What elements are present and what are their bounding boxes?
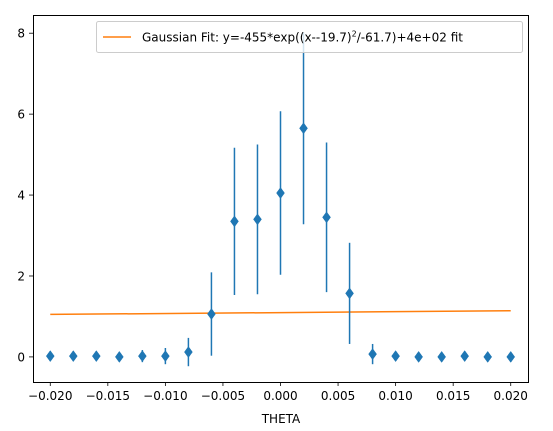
legend-box <box>96 21 523 53</box>
data-point <box>115 350 124 363</box>
data-point <box>322 211 331 224</box>
x-tick-label: −0.020 <box>28 389 72 403</box>
data-point <box>92 350 101 363</box>
data-point <box>437 350 446 363</box>
data-point <box>506 350 516 363</box>
x-axis-label: THETA <box>261 412 301 426</box>
data-point <box>299 122 308 135</box>
fit-line <box>50 310 511 316</box>
legend-fit-label-sup: 2 <box>352 30 357 39</box>
data-point <box>391 350 400 363</box>
x-tick-label: 0.010 <box>378 389 412 403</box>
data-point <box>45 350 55 363</box>
y-tick-label: 4 <box>17 189 25 203</box>
data-point <box>138 350 147 363</box>
x-tick-label: −0.015 <box>86 389 130 403</box>
legend-fit-label-tail: /-61.7)+4e+02 fit <box>357 31 464 45</box>
legend-fit-label: Gaussian Fit: y=-455*exp((x--19.7)2/-61.… <box>142 30 463 45</box>
x-tick-label: 0.000 <box>263 389 297 403</box>
y-tick-label: 2 <box>17 269 25 283</box>
point-layer <box>45 122 516 363</box>
x-tick-label: 0.015 <box>436 389 470 403</box>
data-point <box>414 350 423 363</box>
x-tick-label: 0.005 <box>321 389 355 403</box>
data-point <box>253 213 262 226</box>
x-tick-label: −0.005 <box>201 389 245 403</box>
data-point <box>207 308 216 320</box>
y-tick-label: 6 <box>17 108 25 122</box>
y-tick-label: 0 <box>17 350 25 364</box>
legend: Gaussian Fit: y=-455*exp((x--19.7)2/-61.… <box>96 21 523 53</box>
x-tick-label: −0.010 <box>143 389 187 403</box>
data-point <box>184 346 193 358</box>
legend-fit-label-main: Gaussian Fit: y=-455*exp((x--19.7) <box>142 31 352 45</box>
data-point <box>483 350 493 363</box>
y-tick-label: 8 <box>17 27 25 41</box>
y-axis-ticks: 0 2 4 6 8 <box>17 27 33 364</box>
data-point <box>68 350 78 363</box>
data-point <box>161 350 170 363</box>
data-point <box>276 187 285 199</box>
data-point <box>460 350 469 363</box>
fit-layer <box>50 310 511 316</box>
data-point <box>368 348 377 361</box>
x-axis-ticks: −0.020 −0.015 −0.010 −0.005 0.000 0.005 0.010 0… <box>28 382 528 403</box>
data-point <box>230 215 239 228</box>
x-tick-label: 0.020 <box>494 389 528 403</box>
data-point <box>345 287 354 300</box>
